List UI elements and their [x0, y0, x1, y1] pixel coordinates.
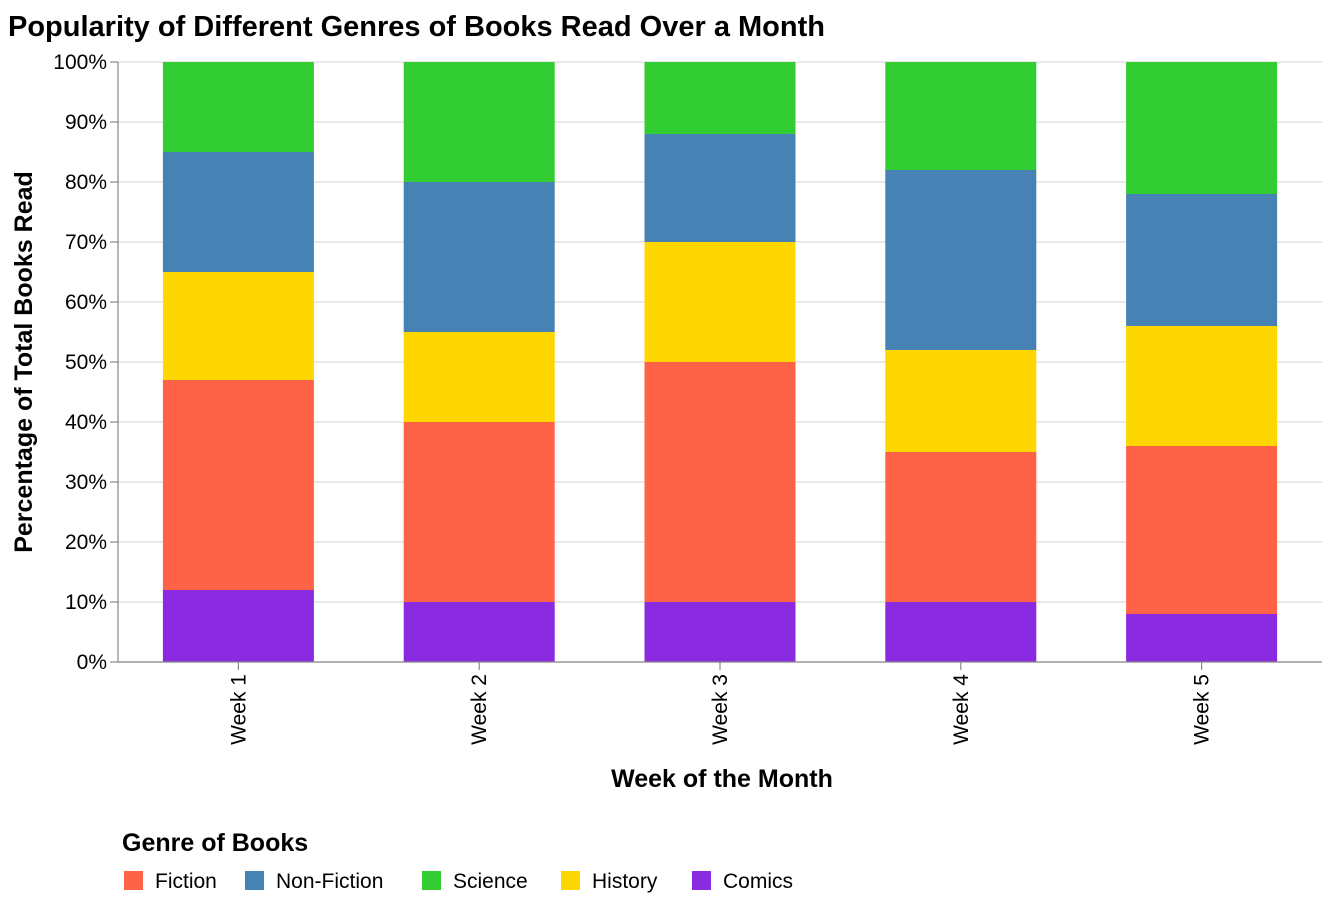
x-tick-label: Week 4	[950, 674, 973, 745]
bar-history-week-5	[1126, 326, 1278, 446]
bar-fiction-week-2	[403, 422, 555, 602]
bar-science-week-4	[885, 62, 1037, 170]
legend-label-fiction: Fiction	[155, 870, 217, 893]
bars	[162, 62, 1278, 662]
y-tick-label: 90%	[65, 111, 107, 134]
bar-science-week-2	[403, 62, 555, 182]
bar-non-fiction-week-5	[1126, 194, 1278, 326]
chart-title: Popularity of Different Genres of Books …	[8, 11, 825, 43]
legend-label-history: History	[592, 870, 658, 893]
bar-comics-week-4	[885, 602, 1037, 662]
legend-label-non-fiction: Non-Fiction	[276, 870, 383, 893]
legend-swatch-non-fiction	[245, 871, 264, 890]
bar-science-week-3	[644, 62, 796, 134]
y-axis-title: Percentage of Total Books Read	[10, 171, 38, 553]
y-tick-label: 80%	[65, 171, 107, 194]
y-tick-label: 100%	[53, 51, 107, 74]
bar-non-fiction-week-2	[403, 182, 555, 332]
y-tick-label: 70%	[65, 231, 107, 254]
bar-fiction-week-4	[885, 452, 1037, 602]
bar-science-week-5	[1126, 62, 1278, 194]
y-tick-label: 10%	[65, 591, 107, 614]
bar-comics-week-2	[403, 602, 555, 662]
y-tick-label: 50%	[65, 351, 107, 374]
legend-swatch-science	[422, 871, 441, 890]
legend-swatch-history	[561, 871, 580, 890]
legend-label-science: Science	[453, 870, 528, 893]
axes: 0% 10% 20% 30% 40% 50% 60% 70% 80% 90% 100% Week 1 W…	[53, 51, 1322, 745]
bar-fiction-week-1	[162, 380, 314, 590]
bar-comics-week-5	[1126, 614, 1278, 662]
bar-non-fiction-week-4	[885, 170, 1037, 350]
bar-science-week-1	[162, 62, 314, 152]
y-tick-label: 20%	[65, 531, 107, 554]
y-tick-label: 30%	[65, 471, 107, 494]
x-tick-label: Week 2	[468, 674, 491, 745]
x-tick-label: Week 3	[709, 674, 732, 745]
bar-non-fiction-week-3	[644, 134, 796, 242]
y-tick-label: 40%	[65, 411, 107, 434]
y-tick-label: 0%	[77, 651, 107, 674]
x-tick-label: Week 1	[227, 674, 250, 745]
y-tick-label: 60%	[65, 291, 107, 314]
legend-title: Genre of Books	[122, 829, 308, 857]
bar-history-week-4	[885, 350, 1037, 452]
x-tick-label: Week 5	[1191, 674, 1214, 745]
bar-history-week-1	[162, 272, 314, 380]
x-axis-title: Week of the Month	[611, 765, 833, 793]
bar-comics-week-1	[162, 590, 314, 662]
legend: Genre of Books Fiction Non-Fiction Science…	[122, 829, 793, 893]
bar-fiction-week-3	[644, 362, 796, 602]
bar-fiction-week-5	[1126, 446, 1278, 614]
bar-non-fiction-week-1	[162, 152, 314, 272]
legend-swatch-fiction	[124, 871, 143, 890]
bar-history-week-3	[644, 242, 796, 362]
bar-comics-week-3	[644, 602, 796, 662]
legend-label-comics: Comics	[723, 870, 793, 893]
bar-history-week-2	[403, 332, 555, 422]
legend-swatch-comics	[692, 871, 711, 890]
